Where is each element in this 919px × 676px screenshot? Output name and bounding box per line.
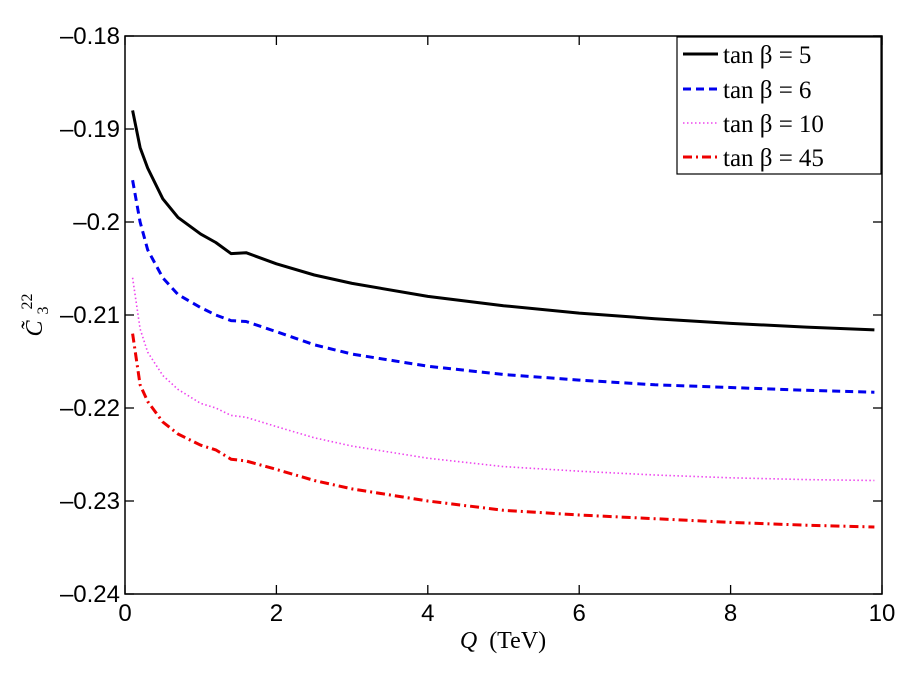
x-axis-title: Q (TeV) xyxy=(460,628,546,654)
x-tick-label: 6 xyxy=(573,600,586,627)
y-tick-label: –0.18 xyxy=(60,23,120,50)
x-tick-label: 4 xyxy=(421,600,434,627)
y-axis-symbol: C̃ xyxy=(21,320,48,337)
y-tick-label: –0.22 xyxy=(60,395,120,422)
series-line-tan-beta-6 xyxy=(131,179,875,394)
y-axis-subscript: 3 xyxy=(35,306,52,314)
legend-box xyxy=(676,36,882,175)
x-tick-label: 2 xyxy=(270,600,283,627)
x-axis-unit: (TeV) xyxy=(489,628,546,654)
x-axis-variable: Q xyxy=(460,628,477,654)
series-line-tan-beta-5 xyxy=(131,110,875,332)
x-tick-label: 0 xyxy=(118,600,131,627)
y-tick-label: –0.21 xyxy=(60,302,120,329)
legend-label-tan-beta-10: tan β = 10 xyxy=(723,111,824,138)
y-tick-label: –0.23 xyxy=(60,488,120,515)
legend-label-tan-beta-6: tan β = 6 xyxy=(723,77,811,104)
series-line-tan-beta-10 xyxy=(131,277,875,482)
legend: tan β = 5 tan β = 6 tan β = 10 tan β = 45 xyxy=(676,36,882,175)
y-tick-label: –0.24 xyxy=(60,581,120,608)
y-axis-superscript: 22 xyxy=(19,293,36,309)
legend-label-tan-beta-45: tan β = 45 xyxy=(723,145,824,172)
y-tick-label: –0.2 xyxy=(73,209,120,236)
x-tick-label: 10 xyxy=(869,600,896,627)
x-tick-label: 8 xyxy=(724,600,737,627)
legend-label-tan-beta-5: tan β = 5 xyxy=(723,42,811,69)
series-line-tan-beta-45 xyxy=(131,333,875,529)
y-axis-title-text: C̃ 3 22 xyxy=(19,293,54,336)
y-axis-title: C̃ 3 22 xyxy=(19,293,54,336)
series-layer xyxy=(131,110,875,529)
y-tick-label: –0.19 xyxy=(60,116,120,143)
